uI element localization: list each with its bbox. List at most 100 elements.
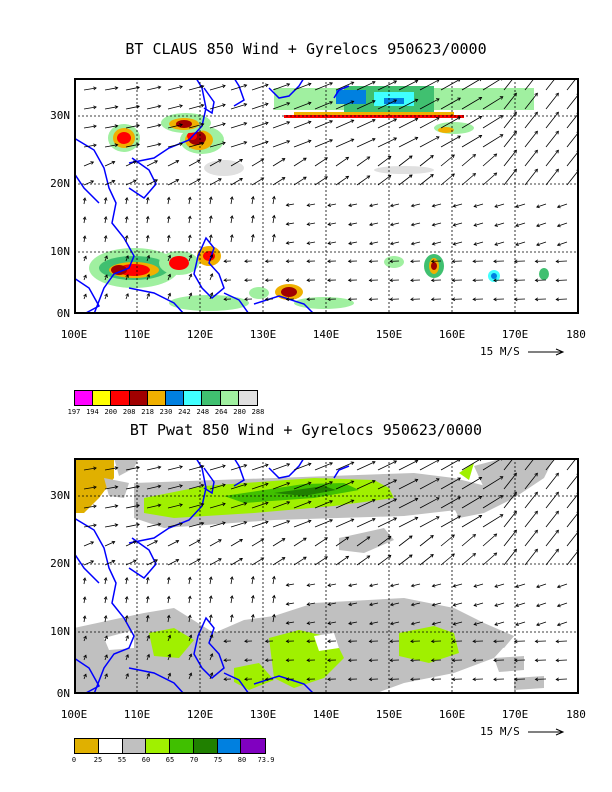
wind-arrow xyxy=(83,505,97,509)
wind-arrow xyxy=(411,222,421,226)
wind-arrow xyxy=(453,203,463,207)
wind-arrow-head xyxy=(250,575,255,580)
wind-arrow xyxy=(83,125,97,129)
wind-arrow xyxy=(125,274,129,281)
wind-arrow xyxy=(293,463,312,471)
wind-arrow-head xyxy=(347,297,352,302)
wind-arrow xyxy=(545,492,559,509)
wind-arrow xyxy=(188,522,204,528)
wind-arrow xyxy=(83,197,86,205)
wind-arrow xyxy=(125,485,140,490)
wind-arrow-head xyxy=(410,297,414,302)
wind-arrow-head xyxy=(93,504,97,509)
colorbar-swatch xyxy=(75,739,99,753)
wind-arrow-head xyxy=(435,136,440,140)
wind-arrow xyxy=(461,496,482,509)
wind-arrow xyxy=(167,596,170,604)
wind-arrow-head xyxy=(307,139,312,144)
wind-arrow xyxy=(328,602,337,605)
wind-arrow-head xyxy=(327,621,332,625)
wind-arrow-head xyxy=(167,273,172,278)
wind-arrow-head xyxy=(111,179,116,184)
wind-arrow xyxy=(272,121,290,129)
colorbar-swatch xyxy=(238,391,258,405)
wind-arrow xyxy=(188,178,200,186)
wind-arrow xyxy=(557,621,568,626)
wind-arrow xyxy=(104,144,118,148)
wind-arrow xyxy=(503,93,517,110)
wind-arrow xyxy=(482,153,497,167)
wind-arrow-head xyxy=(389,203,394,208)
wind-arrow xyxy=(230,614,233,623)
wind-arrow xyxy=(556,279,568,281)
wind-arrow xyxy=(314,157,328,167)
wind-arrow xyxy=(482,552,497,566)
wind-arrow-head xyxy=(188,292,193,297)
colorbar-label: 230 xyxy=(159,408,173,416)
wind-arrow xyxy=(419,535,434,547)
wind-arrow xyxy=(545,78,556,91)
wind-arrow xyxy=(461,78,482,91)
wind-arrow-head xyxy=(229,215,234,219)
wind-arrow xyxy=(473,203,484,207)
wind-arrow xyxy=(515,621,526,626)
wind-arrow-head xyxy=(327,241,332,245)
p2-xtick-140e: 140E xyxy=(312,708,340,721)
wind-arrow xyxy=(356,100,376,110)
wind-arrow-head xyxy=(132,160,137,165)
wind-arrow xyxy=(369,222,379,226)
p2-xtick-130e: 130E xyxy=(249,708,277,721)
wind-arrow-head xyxy=(348,583,352,588)
wind-arrow xyxy=(230,196,233,205)
wind-arrow xyxy=(536,621,547,626)
wind-arrow xyxy=(146,673,150,680)
wind-arrow-head xyxy=(303,556,307,561)
wind-arrow xyxy=(230,159,243,167)
wind-arrow-head xyxy=(306,241,311,245)
wind-arrow xyxy=(230,178,243,186)
wind-arrow xyxy=(503,492,517,509)
wind-arrow xyxy=(251,576,254,585)
wind-arrow xyxy=(432,222,442,226)
wind-arrow xyxy=(348,203,358,207)
wind-arrow-head xyxy=(286,463,291,467)
wind-arrow-head xyxy=(208,614,213,618)
wind-arrow-head xyxy=(389,621,394,626)
wind-arrow-head xyxy=(555,278,559,283)
wind-arrow xyxy=(83,486,97,490)
wind-arrow-head xyxy=(431,583,436,588)
p1-ytick-0n: 0N xyxy=(56,307,70,320)
wind-arrow-head xyxy=(243,502,248,506)
wind-arrow-head xyxy=(327,259,331,264)
wind-arrow-head xyxy=(414,497,419,502)
wind-arrow xyxy=(83,216,86,224)
wind-arrow-head xyxy=(244,639,248,644)
wind-arrow xyxy=(167,293,171,300)
wind-arrow-head xyxy=(209,672,214,676)
wind-arrow-head xyxy=(166,576,171,581)
wind-arrow-head xyxy=(473,622,478,626)
p2-xtick-100e: 100E xyxy=(60,708,88,721)
wind-arrow-head xyxy=(265,121,269,126)
wind-arrow-head xyxy=(555,92,559,97)
wind-arrow-head xyxy=(264,259,269,264)
wind-arrow-head xyxy=(368,658,373,663)
wind-arrow xyxy=(536,203,547,208)
p2-xtick-110e: 110E xyxy=(123,708,151,721)
p2-xtick-170e: 170E xyxy=(501,708,529,721)
wind-arrow-head xyxy=(154,160,159,164)
colorbar-swatch xyxy=(147,391,167,405)
wind-arrow xyxy=(230,141,247,148)
colorbar-label: 264 xyxy=(214,408,228,416)
wind-arrow xyxy=(251,483,269,490)
wind-arrow-head xyxy=(536,622,540,627)
wind-arrow-head xyxy=(329,120,334,124)
wind-arrow-head xyxy=(93,485,97,490)
wind-arrow-head xyxy=(223,677,227,682)
wind-arrow-head xyxy=(93,466,97,471)
wind-arrow xyxy=(453,621,463,625)
wind-arrow-head xyxy=(124,576,129,581)
wind-arrow-head xyxy=(286,482,291,486)
wind-arrow-head xyxy=(494,622,498,626)
wind-arrow-head xyxy=(347,278,352,283)
